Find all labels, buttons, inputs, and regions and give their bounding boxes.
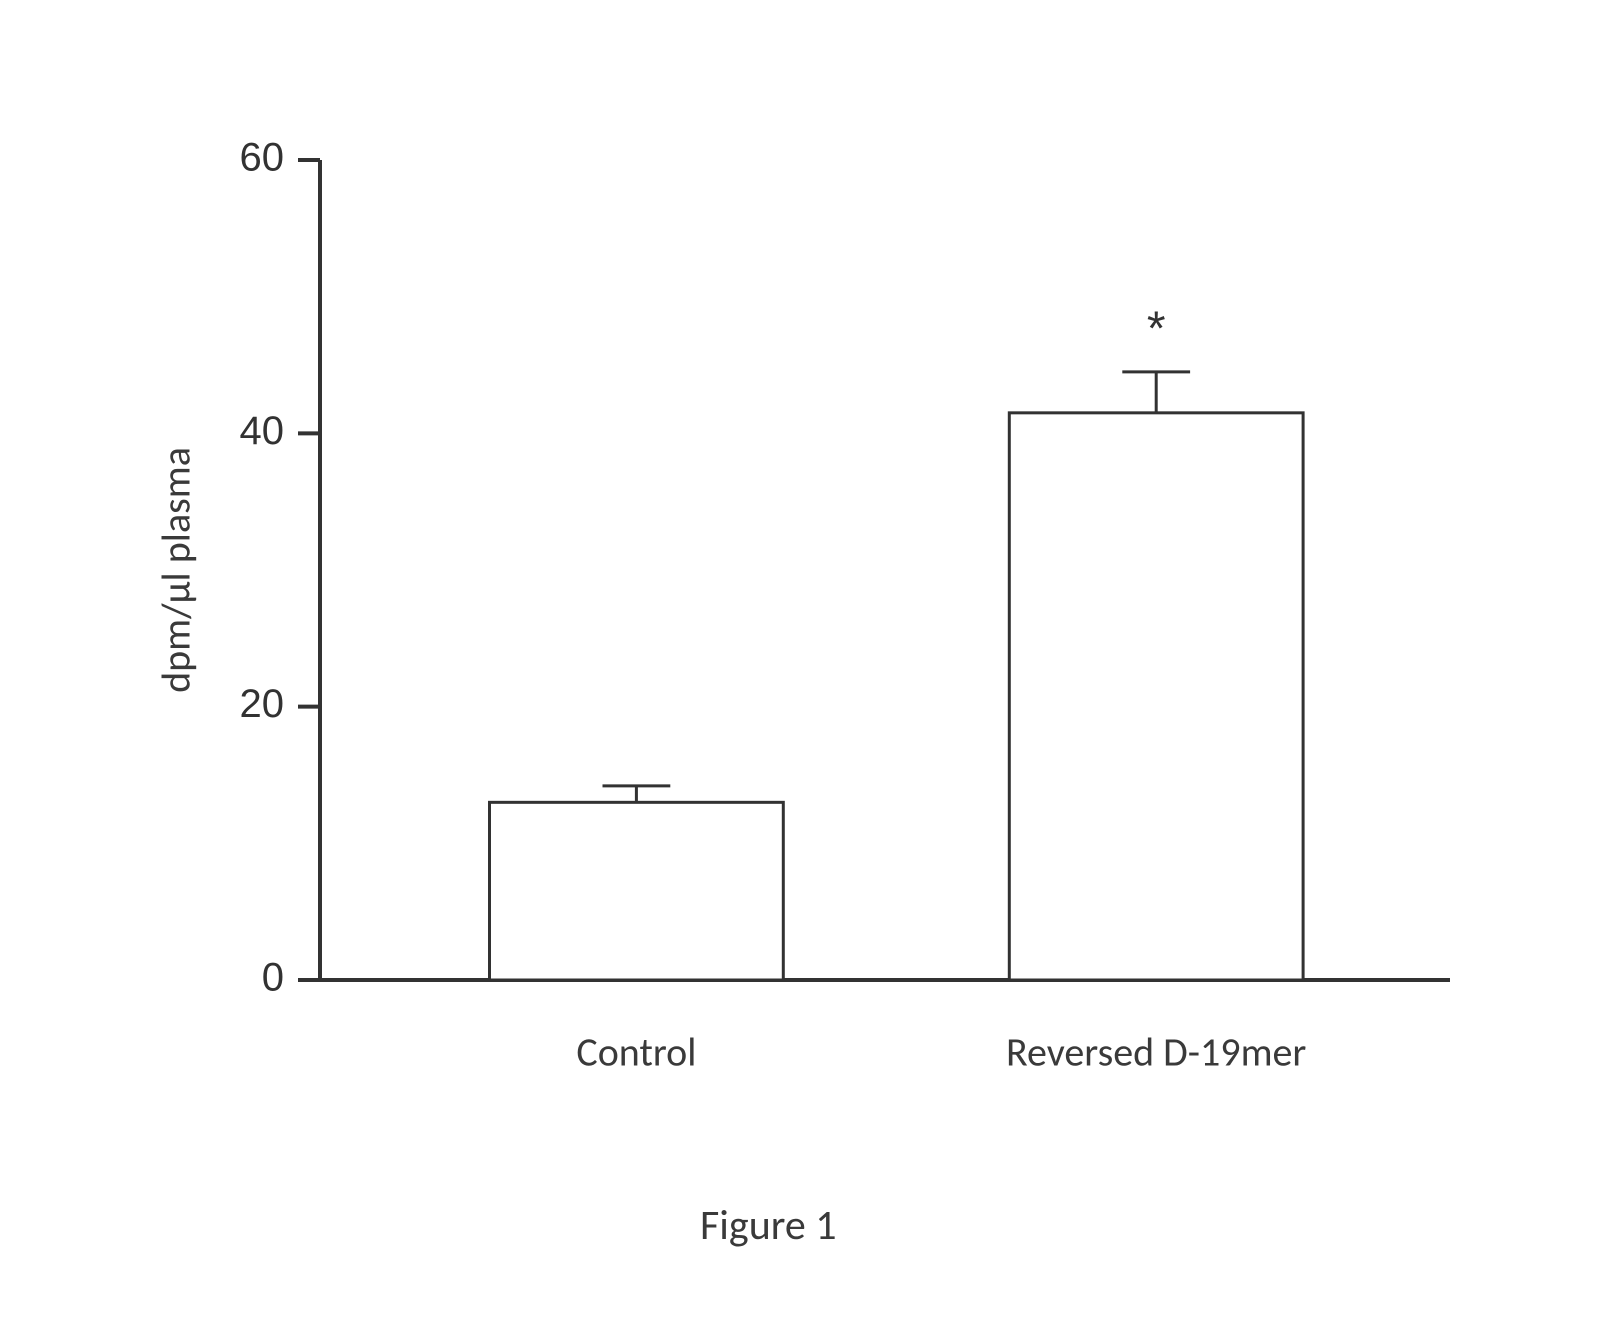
x-tick-label: Control [576,1027,696,1076]
y-axis-label: dpm/µl plasma [152,447,201,693]
y-tick-label: 20 [240,682,285,726]
bar [1009,413,1303,980]
figure-caption: Figure 1 [700,1200,837,1251]
significance-marker: * [1147,303,1166,356]
y-tick-label: 0 [262,956,284,1000]
y-tick-label: 40 [240,409,285,453]
bar-chart: 0 20 40 60 dpm/µl plasma Control * Reversed D-1… [90,100,1510,1100]
figure-page: 0 20 40 60 dpm/µl plasma Control * Reversed D-1… [0,0,1601,1344]
bar [490,802,784,980]
x-tick-label: Reversed D-19mer [1006,1027,1306,1076]
y-tick-label: 60 [240,136,285,180]
